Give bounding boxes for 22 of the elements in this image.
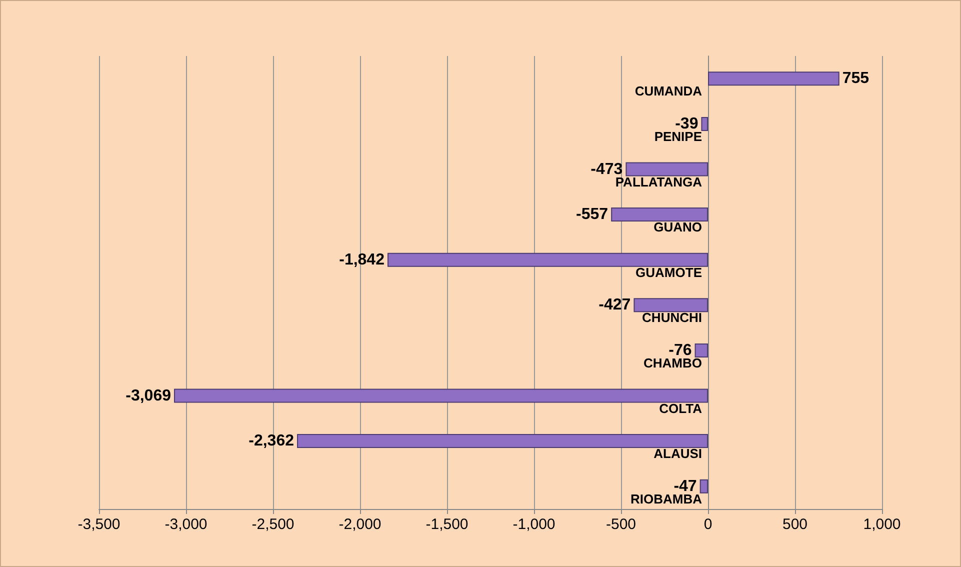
data-label: -3,069 xyxy=(126,387,172,404)
y-tick-label: CUMANDA xyxy=(634,84,703,99)
y-tick-label: GUANO xyxy=(654,220,702,235)
data-label: -2,362 xyxy=(248,432,294,450)
x-tick-label: 0 xyxy=(704,516,712,533)
y-tick-label: GUAMOTE xyxy=(636,264,702,280)
data-label: -557 xyxy=(576,206,608,224)
x-tick-label: 1,000 xyxy=(863,516,901,533)
y-tick-label: ALAUSI xyxy=(654,446,702,462)
data-label: 755 xyxy=(842,70,870,88)
x-tick-label: -1,000 xyxy=(512,516,556,533)
x-tick-label: -2,500 xyxy=(252,516,294,533)
data-label: -427 xyxy=(598,296,631,314)
y-tick-label: CHUNCHI xyxy=(642,310,702,326)
x-tick-label: -1,500 xyxy=(426,516,468,533)
x-tick-label: -500 xyxy=(606,516,636,533)
x-tick-label: -3,000 xyxy=(164,516,208,533)
x-tick-label: -3,500 xyxy=(78,516,120,533)
y-tick-label: COLTA xyxy=(659,400,703,416)
x-tick-label: 500 xyxy=(782,516,808,533)
x-tick-label: -2,000 xyxy=(338,516,382,533)
data-label: -1,842 xyxy=(339,251,385,268)
